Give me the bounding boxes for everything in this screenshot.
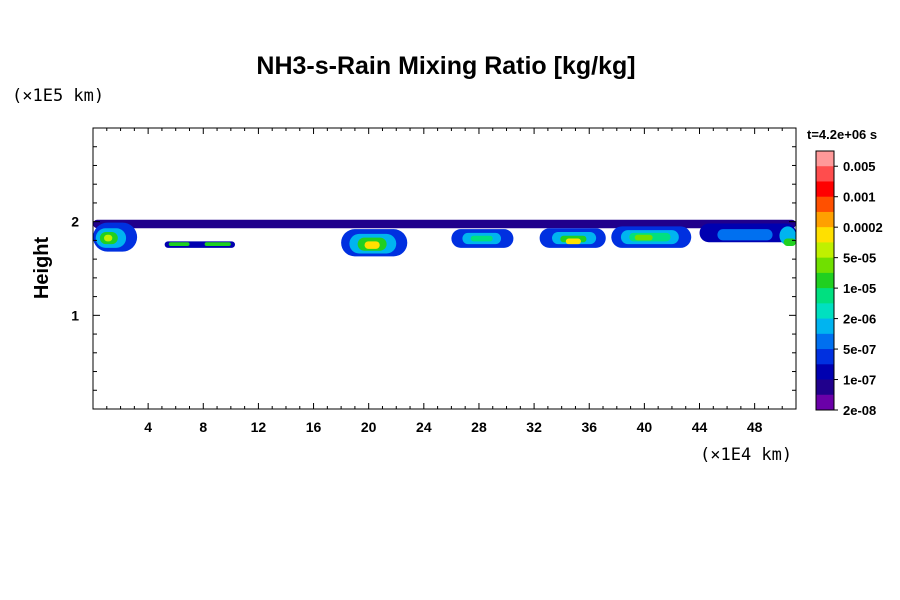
- x-tick-label: 12: [251, 419, 267, 435]
- y-axis-unit: (×1E5 km): [12, 86, 104, 106]
- colorbar-swatch-3: [816, 196, 834, 213]
- x-tick-label: 44: [692, 419, 708, 435]
- colorbar-label: 0.001: [843, 190, 876, 205]
- time-label: t=4.2e+06 s: [807, 127, 877, 142]
- colorbar-swatch-11: [816, 318, 834, 335]
- colorbar-swatch-12: [816, 333, 834, 350]
- colorbar-label: 5e-05: [843, 251, 876, 266]
- colorbar-swatch-13: [816, 349, 834, 365]
- contour-band-22: [634, 234, 653, 241]
- colorbar-label: 0.005: [843, 159, 876, 174]
- chart-title: NH3-s-Rain Mixing Ratio [kg/kg]: [256, 52, 635, 80]
- x-tick-label: 48: [747, 419, 763, 435]
- colorbar-frame: [815, 150, 835, 411]
- contour-band-7: [204, 242, 231, 247]
- colorbar: 0.005 0.001 0.0002 5e-05 1e-05 2e-06 5e-07 1e-0…: [815, 150, 883, 418]
- contour-band-18: [565, 238, 581, 245]
- x-tick-label: 40: [637, 419, 653, 435]
- x-tick-label: 36: [581, 419, 597, 435]
- x-tick-label: 24: [416, 419, 432, 435]
- colorbar-swatch-4: [816, 211, 834, 228]
- colorbar-label: 1e-05: [843, 281, 876, 296]
- y-tick-label: 1: [71, 307, 79, 323]
- contour-band-4: [104, 234, 113, 242]
- colorbar-swatch-8: [816, 272, 834, 289]
- contour-field: [93, 219, 796, 257]
- contour-band-0: [93, 219, 796, 229]
- y-axis-label: Height: [31, 237, 53, 300]
- colorbar-label: 2e-06: [843, 312, 876, 327]
- contour-band-26: [783, 238, 796, 247]
- colorbar-label: 1e-07: [843, 373, 876, 388]
- y-tick-label: 2: [71, 214, 79, 230]
- x-tick-label: 28: [471, 419, 487, 435]
- x-tick-label: 8: [199, 419, 207, 435]
- contour-band-14: [470, 235, 493, 242]
- colorbar-swatch-9: [816, 288, 834, 304]
- x-tick-label: 32: [526, 419, 542, 435]
- colorbar-swatch-10: [816, 303, 834, 320]
- plot-frame: [92, 127, 797, 410]
- x-tick-label: 4: [144, 419, 152, 435]
- colorbar-swatch-15: [816, 379, 834, 396]
- colorbar-swatch-5: [816, 227, 834, 243]
- colorbar-swatch-2: [816, 181, 834, 198]
- x-tick-label: 16: [306, 419, 322, 435]
- colorbar-label: 2e-08: [843, 403, 876, 418]
- contour-band-24: [717, 229, 773, 241]
- colorbar-swatch-7: [816, 257, 834, 274]
- contour-band-11: [364, 241, 380, 249]
- contour-band-6: [168, 242, 190, 247]
- colorbar-swatch-0: [816, 151, 834, 167]
- colorbar-swatch-1: [816, 166, 834, 182]
- colorbar-swatch-6: [816, 242, 834, 259]
- colorbar-label: 5e-07: [843, 342, 876, 357]
- x-axis-unit: (×1E4 km): [700, 445, 792, 465]
- colorbar-swatch-16: [816, 394, 834, 411]
- x-tick-label: 20: [361, 419, 377, 435]
- colorbar-swatch-14: [816, 364, 834, 381]
- colorbar-label: 0.0002: [843, 220, 883, 235]
